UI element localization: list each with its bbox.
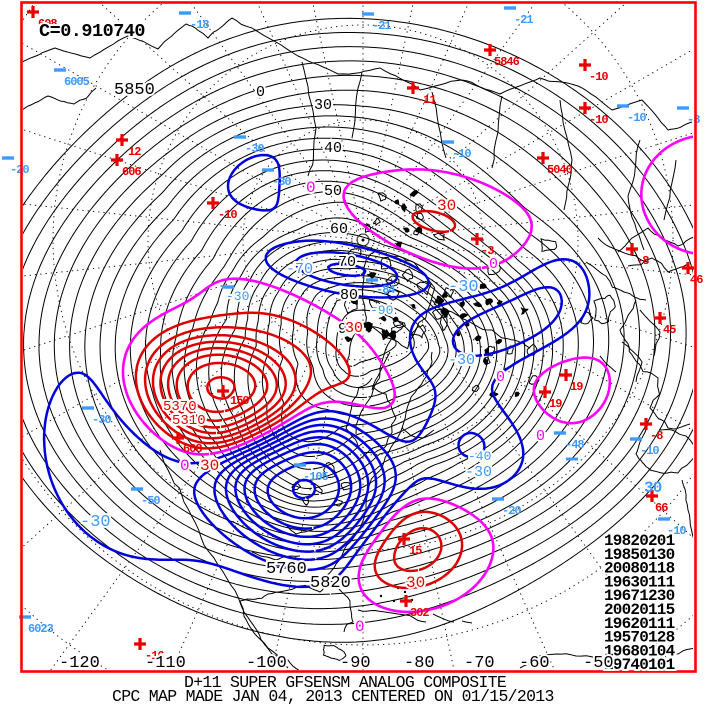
svg-text:-21: -21	[372, 19, 391, 33]
svg-text:-10: -10	[589, 113, 608, 127]
svg-text:-30: -30	[272, 175, 291, 189]
svg-text:5850: 5850	[114, 81, 155, 100]
svg-text:45: 45	[663, 323, 676, 337]
svg-text:-10: -10	[452, 147, 471, 161]
svg-text:19820201: 19820201	[604, 532, 675, 550]
svg-text:30: 30	[314, 97, 332, 114]
svg-text:0: 0	[536, 428, 545, 445]
svg-text:-10: -10	[627, 111, 646, 125]
svg-text:19850130: 19850130	[604, 546, 675, 564]
svg-text:19680104: 19680104	[604, 642, 676, 660]
svg-text:0: 0	[355, 618, 365, 636]
svg-text:-16: -16	[145, 649, 164, 663]
svg-text:0: 0	[256, 84, 265, 101]
svg-text:-48: -48	[565, 438, 584, 452]
svg-text:70: 70	[338, 254, 356, 271]
svg-text:-30: -30	[245, 142, 264, 156]
svg-text:-30: -30	[232, 290, 251, 304]
svg-text:46: 46	[690, 273, 703, 287]
svg-text:-110: -110	[145, 654, 186, 673]
svg-text:-70: -70	[286, 261, 313, 278]
svg-text:19620111: 19620111	[604, 615, 675, 633]
svg-text:-21: -21	[514, 13, 533, 27]
svg-text:30: 30	[406, 574, 425, 592]
svg-text:-40: -40	[468, 449, 491, 464]
svg-text:D+11 SUPER GFSENSM ANALOG COMP: D+11 SUPER GFSENSM ANALOG COMPOSITE	[184, 673, 507, 692]
svg-text:-8: -8	[636, 254, 649, 268]
svg-text:19740101: 19740101	[604, 656, 675, 674]
svg-text:5760: 5760	[266, 560, 307, 579]
svg-text:30: 30	[200, 457, 219, 475]
svg-text:-8: -8	[687, 113, 700, 127]
svg-text:30: 30	[644, 479, 662, 497]
svg-text:19671230: 19671230	[604, 587, 675, 605]
svg-text:-30: -30	[448, 352, 475, 369]
svg-text:150: 150	[230, 394, 249, 408]
svg-text:-100: -100	[246, 654, 287, 673]
svg-text:-10: -10	[218, 208, 237, 222]
svg-text:-30: -30	[92, 413, 111, 427]
svg-text:C=0.910740: C=0.910740	[39, 21, 145, 42]
svg-text:5310: 5310	[172, 413, 206, 429]
svg-text:-18: -18	[190, 18, 209, 32]
svg-text:-80: -80	[404, 654, 435, 673]
svg-text:80: 80	[340, 287, 358, 304]
svg-text:-20: -20	[10, 163, 29, 177]
svg-text:30: 30	[437, 197, 456, 215]
svg-text:40: 40	[324, 140, 342, 157]
svg-text:20080118: 20080118	[604, 560, 675, 578]
svg-text:-90: -90	[340, 654, 371, 673]
svg-text:-3: -3	[481, 244, 494, 258]
svg-text:19630111: 19630111	[604, 573, 675, 591]
svg-text:6023: 6023	[28, 622, 54, 636]
svg-text:606: 606	[122, 165, 141, 179]
svg-text:-30: -30	[465, 464, 492, 481]
svg-text:15: 15	[409, 544, 422, 558]
svg-text:50: 50	[324, 183, 342, 200]
svg-text:5846: 5846	[494, 55, 520, 69]
svg-text:19: 19	[549, 397, 562, 411]
svg-text:-10: -10	[640, 444, 659, 458]
svg-text:0: 0	[489, 256, 498, 273]
svg-text:-11: -11	[417, 93, 436, 107]
svg-text:19570128: 19570128	[604, 629, 675, 647]
svg-text:608: 608	[183, 442, 202, 456]
svg-text:-30: -30	[226, 289, 249, 304]
svg-text:30: 30	[345, 320, 363, 337]
svg-text:-30: -30	[80, 513, 111, 532]
svg-text:5820: 5820	[310, 574, 351, 593]
svg-text:-30: -30	[448, 278, 479, 297]
svg-text:12: 12	[128, 145, 141, 159]
svg-text:CPC MAP MADE JAN 04, 2013 CENT: CPC MAP MADE JAN 04, 2013 CENTERED ON 01…	[112, 687, 554, 706]
svg-text:-90: -90	[370, 303, 393, 318]
svg-text:20020115: 20020115	[604, 601, 675, 619]
svg-text:60: 60	[330, 221, 348, 238]
svg-text:-60: -60	[519, 654, 550, 673]
svg-text:6005: 6005	[64, 75, 90, 89]
svg-text:-105: -105	[303, 470, 329, 484]
svg-text:-10: -10	[589, 70, 608, 84]
svg-text:-10: -10	[667, 524, 686, 538]
svg-text:90: 90	[338, 321, 356, 338]
svg-text:66: 66	[655, 501, 668, 515]
svg-text:-20: -20	[502, 504, 521, 518]
svg-text:608: 608	[38, 17, 57, 31]
svg-text:-50: -50	[141, 494, 160, 508]
svg-text:5370: 5370	[163, 399, 197, 415]
svg-text:5040: 5040	[547, 163, 573, 177]
svg-text:-84: -84	[376, 283, 395, 297]
svg-text:19: 19	[570, 380, 583, 394]
svg-text:-70: -70	[464, 654, 495, 673]
svg-text:0: 0	[496, 369, 505, 386]
svg-text:-8: -8	[650, 429, 663, 443]
svg-text:0: 0	[180, 457, 190, 475]
svg-text:-120: -120	[59, 654, 100, 673]
svg-text:-50: -50	[583, 654, 614, 673]
svg-text:302: 302	[410, 606, 429, 620]
svg-text:0: 0	[306, 179, 316, 197]
